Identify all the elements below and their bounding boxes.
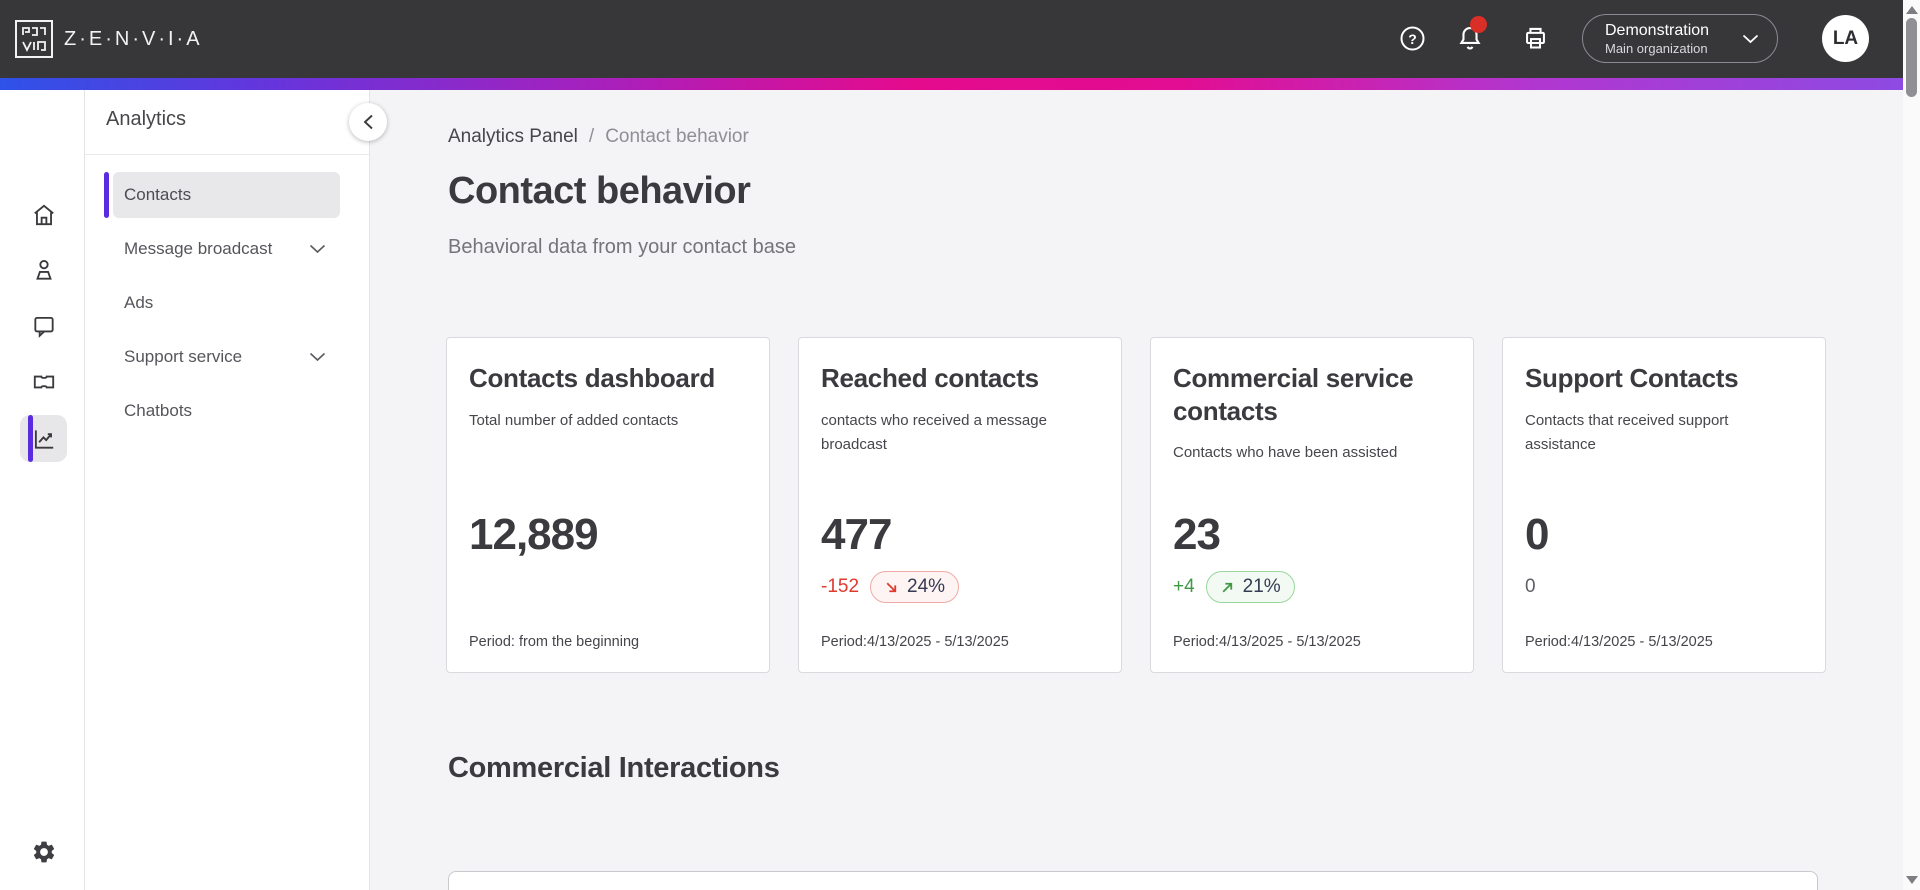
breadcrumb-current: Contact behavior <box>605 126 749 147</box>
sidebar-item-contacts[interactable]: Contacts <box>113 172 340 218</box>
scrollbar-thumb[interactable] <box>1906 18 1917 97</box>
commercial-interactions-card <box>448 871 1818 890</box>
card-support-contacts: Support Contacts Contacts that received … <box>1502 337 1826 673</box>
sidebar-item-ads[interactable]: Ads <box>113 280 340 326</box>
card-commercial-service-contacts: Commercial service contacts Contacts who… <box>1150 337 1474 673</box>
sidebar-item-label: Message broadcast <box>124 239 273 258</box>
card-description: Total number of added contacts <box>469 411 679 429</box>
rail-item-analytics[interactable] <box>20 415 67 462</box>
card-value: 23 <box>1173 510 1221 559</box>
sidebar-collapse-button[interactable] <box>349 103 387 141</box>
sidebar-item-label: Ads <box>124 293 154 312</box>
page-title: Contact behavior <box>448 170 751 212</box>
section-title-commercial-interactions: Commercial Interactions <box>448 752 780 784</box>
svg-text:?: ? <box>1408 31 1417 47</box>
chevron-down-icon <box>309 244 326 254</box>
avatar-initials: LA <box>1832 27 1859 49</box>
person-icon <box>35 259 52 280</box>
sidebar-item-label: Chatbots <box>124 401 193 420</box>
notification-badge <box>1470 16 1487 33</box>
card-period: Period:4/13/2025 - 5/13/2025 <box>1173 634 1361 650</box>
chevron-down-icon <box>1742 34 1759 43</box>
card-description: Contacts who have been assisted <box>1173 444 1398 461</box>
stat-cards-row: Contacts dashboard Total number of added… <box>446 337 1826 673</box>
zenvia-logo-text: Z·E·N·V·I·A <box>64 27 203 50</box>
notifications-button[interactable] <box>1454 16 1487 54</box>
card-value: 0 <box>1525 510 1550 559</box>
top-bar: Z·E·N·V·I·A ? Demonstration <box>0 0 1903 78</box>
line-chart-icon <box>34 429 53 449</box>
card-period: Period:4/13/2025 - 5/13/2025 <box>821 634 1009 650</box>
brand-gradient-bar <box>0 78 1903 90</box>
main-content: Analytics Panel / Contact behavior Conta… <box>370 90 1903 890</box>
rail-item-tickets[interactable] <box>20 358 67 405</box>
sidebar-item-support-service[interactable]: Support service <box>113 334 340 380</box>
sidebar-item-chatbots[interactable]: Chatbots <box>113 388 340 434</box>
card-reached-contacts: Reached contacts contacts who received a… <box>798 337 1122 673</box>
trend-badge-down: 24% <box>870 571 960 603</box>
card-value: 12,889 <box>469 510 599 559</box>
active-menu-indicator <box>104 172 109 218</box>
card-description: Contacts that received support assistanc… <box>1525 411 1729 454</box>
gear-icon <box>33 841 54 862</box>
card-delta: +4 <box>1173 576 1195 597</box>
arrow-up-right-icon <box>1222 582 1232 592</box>
sidebar-item-label: Contacts <box>124 185 192 204</box>
sidebar-divider <box>85 154 370 155</box>
scrollbar-up-arrow[interactable] <box>1906 6 1918 14</box>
icon-rail <box>0 90 85 890</box>
page-scrollbar[interactable] <box>1903 0 1920 890</box>
help-button[interactable]: ? <box>1396 22 1428 54</box>
chat-bubble-icon <box>33 316 54 338</box>
card-contacts-dashboard: Contacts dashboard Total number of added… <box>446 337 770 673</box>
printer-button[interactable] <box>1519 22 1551 54</box>
rail-item-conversations[interactable] <box>20 302 67 349</box>
help-icon: ? <box>1400 26 1424 50</box>
card-value: 477 <box>821 510 892 559</box>
card-title: Contacts dashboard <box>469 363 715 393</box>
ticket-icon <box>33 375 54 388</box>
card-title: Commercial service contacts <box>1173 363 1414 426</box>
organization-detail: Main organization <box>1605 40 1708 56</box>
zenvia-logo-icon <box>15 20 53 58</box>
rail-item-settings[interactable] <box>20 828 67 875</box>
breadcrumb-separator: / <box>588 126 595 147</box>
organization-switcher[interactable]: Demonstration Main organization <box>1582 14 1778 63</box>
active-rail-indicator <box>28 415 33 462</box>
rail-item-home[interactable] <box>20 191 67 238</box>
card-description: contacts who received a message broadcas… <box>821 411 1047 454</box>
card-delta: 0 <box>1525 576 1536 597</box>
card-period: Period:4/13/2025 - 5/13/2025 <box>1525 634 1713 650</box>
sidebar-item-label: Support service <box>124 347 243 366</box>
card-period: Period: from the beginning <box>469 634 640 650</box>
trend-badge-up: 21% <box>1205 571 1295 603</box>
card-title: Support Contacts <box>1525 363 1739 393</box>
arrow-down-right-icon <box>886 582 897 592</box>
card-delta: -152 <box>821 576 860 597</box>
printer-icon <box>1525 27 1545 49</box>
rail-item-contacts[interactable] <box>20 246 67 293</box>
analytics-sidebar: Analytics Contacts Message broadcast Ads… <box>85 90 370 890</box>
zenvia-logo[interactable]: Z·E·N·V·I·A <box>14 19 203 59</box>
chevron-left-icon <box>363 114 373 130</box>
scrollbar-down-arrow[interactable] <box>1906 876 1918 884</box>
user-avatar[interactable]: LA <box>1822 15 1869 62</box>
page-subtitle: Behavioral data from your contact base <box>448 236 796 258</box>
sidebar-title: Analytics <box>106 108 187 130</box>
trend-percent: 21% <box>1242 576 1281 597</box>
breadcrumb-parent-link[interactable]: Analytics Panel <box>448 126 578 147</box>
breadcrumb: Analytics Panel / Contact behavior <box>448 126 749 148</box>
organization-name: Demonstration <box>1605 21 1710 39</box>
sidebar-item-message-broadcast[interactable]: Message broadcast <box>113 226 340 272</box>
card-title: Reached contacts <box>821 363 1039 393</box>
home-icon <box>33 204 54 225</box>
trend-percent: 24% <box>907 576 946 597</box>
chevron-down-icon <box>309 352 326 362</box>
